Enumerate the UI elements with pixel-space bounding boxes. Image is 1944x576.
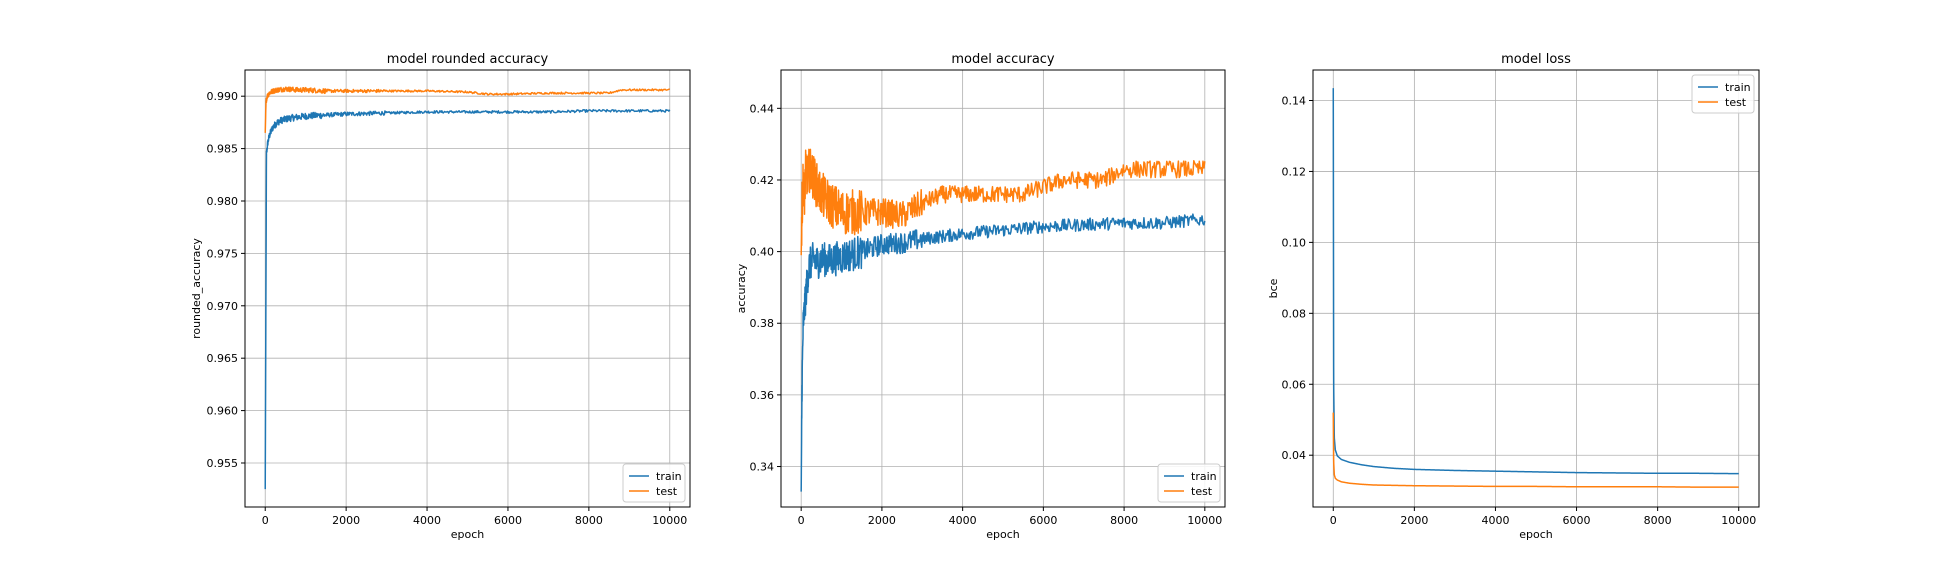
x-axis-label: epoch [1519, 528, 1553, 541]
legend-label-test: test [1191, 485, 1213, 498]
legend-label-test: test [1725, 96, 1747, 109]
legend-box [622, 463, 686, 503]
x-tick-label: 6000 [1029, 514, 1057, 527]
series-line-train [800, 213, 1206, 492]
y-tick-label: 0.980 [207, 195, 239, 208]
y-tick-label: 0.975 [207, 247, 239, 260]
x-tick-label: 6000 [1563, 514, 1591, 527]
series-line-test [264, 86, 670, 134]
legend-box [1691, 74, 1755, 114]
chart-title: model loss [1501, 52, 1571, 67]
y-tick-label: 0.14 [1282, 95, 1307, 108]
y-axis-label: accuracy [735, 263, 748, 313]
y-tick-label: 0.965 [207, 352, 239, 365]
series-line-test [800, 148, 1206, 256]
legend-box [1157, 463, 1221, 503]
legend: train test [1691, 74, 1755, 114]
plot-frame [1312, 69, 1760, 508]
y-tick-label: 0.960 [207, 405, 239, 418]
legend-label-test: test [656, 485, 678, 498]
plot-frame [244, 69, 691, 508]
series-line-train [1332, 88, 1739, 475]
series-line-test [1332, 412, 1739, 488]
plot-frame [780, 69, 1226, 508]
x-tick-label: 6000 [494, 514, 522, 527]
legend-label-train: train [1191, 470, 1217, 483]
y-tick-label: 0.970 [207, 300, 239, 313]
x-tick-label: 4000 [413, 514, 441, 527]
x-tick-label: 0 [262, 514, 269, 527]
y-tick-label: 0.38 [750, 317, 775, 330]
legend: train test [1157, 463, 1221, 503]
y-tick-label: 0.955 [207, 457, 239, 470]
chart-title: model accuracy [951, 52, 1055, 67]
y-tick-label: 0.40 [750, 246, 775, 259]
y-axis-label: bce [1267, 278, 1280, 298]
x-tick-label: 8000 [575, 514, 603, 527]
x-tick-label: 2000 [1400, 514, 1428, 527]
y-tick-label: 0.06 [1282, 378, 1307, 391]
legend: train test [622, 463, 686, 503]
x-tick-label: 8000 [1110, 514, 1138, 527]
chart-panel-1: 0 2000 4000 6000 8000 10000 0.955 0.960 0.965 0.9… [190, 52, 691, 541]
y-tick-label: 0.985 [207, 143, 239, 156]
chart-panel-3: 0 2000 4000 6000 8000 10000 0.04 0.06 0.08 0.10 0.… [1267, 52, 1760, 541]
x-tick-label: 0 [1330, 514, 1337, 527]
y-tick-label: 0.10 [1282, 236, 1307, 249]
x-axis-label: epoch [986, 528, 1020, 541]
x-tick-label: 10000 [652, 514, 687, 527]
x-tick-label: 8000 [1644, 514, 1672, 527]
y-tick-label: 0.34 [750, 461, 775, 474]
y-tick-label: 0.08 [1282, 307, 1307, 320]
x-axis-label: epoch [451, 528, 485, 541]
legend-label-train: train [656, 470, 682, 483]
y-tick-label: 0.04 [1282, 449, 1307, 462]
x-tick-label: 10000 [1187, 514, 1222, 527]
x-tick-label: 0 [798, 514, 805, 527]
x-tick-label: 2000 [332, 514, 360, 527]
x-tick-label: 2000 [868, 514, 896, 527]
x-tick-label: 10000 [1721, 514, 1756, 527]
legend-label-train: train [1725, 81, 1751, 94]
y-tick-label: 0.42 [750, 174, 775, 187]
chart-title: model rounded accuracy [387, 52, 549, 67]
y-axis-label: rounded_accuracy [190, 238, 203, 339]
y-tick-label: 0.990 [207, 90, 239, 103]
x-tick-label: 4000 [949, 514, 977, 527]
x-tick-label: 4000 [1481, 514, 1509, 527]
series-line-train [264, 108, 671, 490]
chart-panel-2: 0 2000 4000 6000 8000 10000 0.34 0.36 0.38 0.40 0.… [735, 52, 1226, 541]
y-tick-label: 0.12 [1282, 165, 1307, 178]
y-tick-label: 0.36 [750, 389, 775, 402]
y-tick-label: 0.44 [750, 102, 775, 115]
